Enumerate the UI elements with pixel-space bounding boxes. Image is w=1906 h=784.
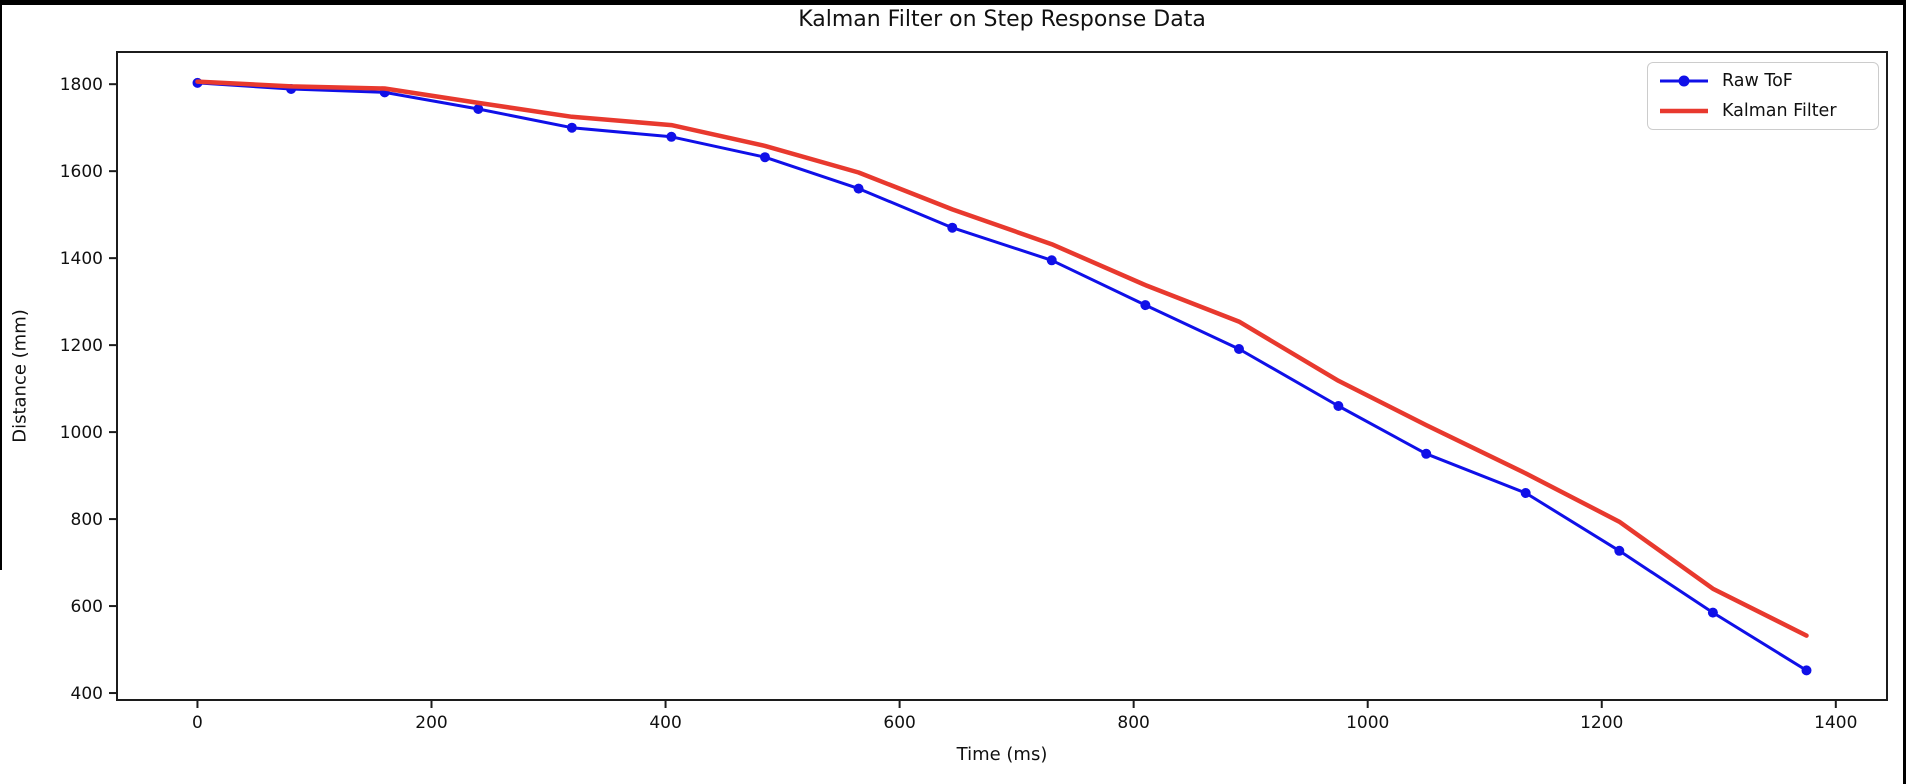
legend-row-raw-tof: Raw ToF <box>1658 71 1866 91</box>
legend-line-marker-icon <box>1660 75 1708 87</box>
series-marker-0 <box>566 122 577 133</box>
series-marker-0 <box>1801 665 1812 676</box>
series-marker-0 <box>1234 344 1244 354</box>
window-edge-left <box>0 0 2 570</box>
y-tick-label: 1800 <box>60 75 103 95</box>
series-marker-0 <box>1614 545 1625 556</box>
legend-line-icon <box>1660 108 1708 114</box>
series-marker-0 <box>473 104 484 114</box>
series-line-1 <box>195 79 1809 638</box>
chart-title: Kalman Filter on Step Response Data <box>798 7 1206 32</box>
x-tick-label: 200 <box>415 713 447 733</box>
y-tick-label: 600 <box>71 597 103 617</box>
series-marker-0 <box>760 152 770 163</box>
x-tick-label: 1400 <box>1814 713 1857 733</box>
y-tick-label: 800 <box>71 510 103 530</box>
window-edge-right <box>1903 0 1906 784</box>
legend-label-raw-tof: Raw ToF <box>1722 71 1793 91</box>
y-tick-label: 1600 <box>60 162 103 182</box>
x-tick-label: 1200 <box>1580 713 1623 733</box>
series-marker-0 <box>1046 255 1057 266</box>
y-axis-label: Distance (mm) <box>9 309 31 443</box>
axes-frame <box>116 51 1888 701</box>
series-marker-0 <box>853 183 864 194</box>
x-tick-label: 0 <box>192 713 203 733</box>
series-marker-0 <box>947 222 958 233</box>
x-tick-label: 1000 <box>1346 713 1389 733</box>
series-marker-0 <box>666 131 677 142</box>
x-tick-label: 400 <box>649 713 681 733</box>
y-tick-label: 1200 <box>60 336 103 356</box>
legend-row-kalman-filter: Kalman Filter <box>1658 101 1866 121</box>
window-edge-top <box>0 0 1906 5</box>
y-tick-label: 1400 <box>60 249 103 269</box>
x-tick-label: 800 <box>1117 713 1149 733</box>
y-tick-label: 400 <box>71 684 103 704</box>
y-tick-label: 1000 <box>60 423 103 443</box>
legend-label-kalman-filter: Kalman Filter <box>1722 101 1837 121</box>
legend-box: Raw ToF Kalman Filter <box>1647 62 1879 130</box>
series-marker-0 <box>1333 401 1344 411</box>
series-marker-0 <box>1421 448 1432 459</box>
series-marker-0 <box>1140 300 1151 311</box>
x-axis-label: Time (ms) <box>956 744 1048 765</box>
series-line-0 <box>196 81 1808 672</box>
x-tick-label: 600 <box>883 713 915 733</box>
series-marker-0 <box>1707 607 1718 618</box>
series-marker-0 <box>1520 488 1531 498</box>
